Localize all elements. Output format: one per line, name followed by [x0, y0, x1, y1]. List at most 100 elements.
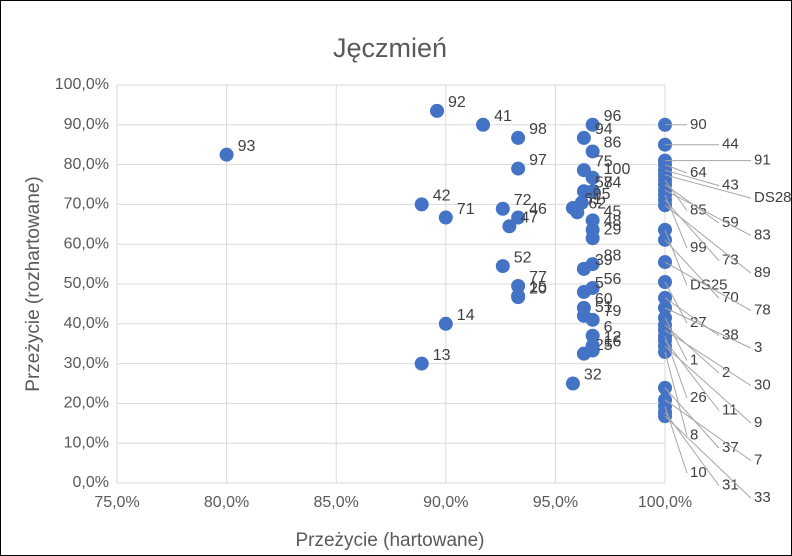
data-label: 26	[690, 389, 707, 406]
leader-line	[664, 229, 688, 286]
y-tick-label: 50,0%	[64, 275, 109, 292]
point	[576, 130, 591, 145]
data-label: 44	[722, 136, 739, 153]
data-label: 15	[529, 279, 547, 296]
data-label: 90	[690, 116, 707, 133]
data-label: 45	[604, 204, 622, 221]
data-label: 47	[520, 210, 538, 227]
point	[585, 144, 600, 159]
data-label: 62	[588, 196, 606, 213]
data-label: 71	[457, 201, 475, 218]
data-label: 100	[604, 161, 631, 178]
data-label: DS25	[690, 277, 728, 294]
data-label: 32	[584, 367, 602, 384]
data-label: 97	[529, 152, 547, 169]
point	[585, 312, 600, 327]
leader-line	[664, 335, 688, 399]
data-label: 46	[529, 201, 547, 218]
data-label: 52	[514, 249, 532, 266]
data-label: 75	[595, 153, 613, 170]
data-label: 10	[690, 464, 707, 481]
point	[476, 117, 491, 132]
y-tick-label: 90,0%	[64, 116, 109, 133]
data-label: 70	[722, 289, 739, 306]
data-label: 5	[595, 275, 604, 292]
data-label: 93	[238, 138, 256, 155]
data-label: 42	[433, 188, 451, 205]
data-label: 98	[529, 121, 547, 138]
point	[502, 219, 517, 234]
point	[495, 259, 510, 274]
leader-line	[664, 329, 752, 387]
data-label: 2	[722, 364, 730, 381]
leader-line	[664, 199, 720, 261]
data-label: 33	[754, 489, 771, 506]
point	[565, 376, 580, 391]
data-label: 30	[754, 377, 771, 394]
data-label: 99	[690, 239, 707, 256]
data-label: 48	[604, 213, 622, 230]
data-label: 73	[722, 252, 739, 269]
y-tick-label: 30,0%	[64, 355, 109, 372]
leader-line	[664, 415, 752, 499]
data-label: 74	[604, 174, 622, 191]
leader-line	[664, 317, 688, 361]
data-label: 86	[604, 135, 622, 152]
leader-line	[664, 351, 688, 436]
leader-line	[664, 164, 688, 174]
leader-line	[664, 174, 752, 199]
data-label: 95	[593, 186, 611, 203]
data-label: 77	[529, 269, 547, 286]
y-axis-title: Przeżycie (rozhartowane)	[23, 176, 44, 391]
data-label: 13	[433, 347, 451, 364]
y-tick-label: 10,0%	[64, 434, 109, 451]
data-label: 56	[604, 271, 622, 288]
leader-line	[664, 261, 752, 312]
data-label: 8	[690, 427, 698, 444]
y-tick-label: 60,0%	[64, 235, 109, 252]
x-axis-title: Przeżycie (hartowane)	[295, 530, 484, 551]
data-label: 11	[722, 402, 738, 419]
y-tick-label: 20,0%	[64, 395, 109, 412]
x-tick-label: 85,0%	[314, 494, 359, 511]
point	[570, 205, 585, 220]
x-tick-label: 100,0%	[638, 494, 692, 511]
leader-line	[664, 399, 752, 462]
leader-line	[664, 339, 720, 411]
y-tick-label: 70,0%	[64, 196, 109, 213]
data-label: 29	[604, 221, 622, 238]
data-label: 94	[595, 121, 613, 138]
data-label: 9	[754, 414, 762, 431]
y-tick-label: 80,0%	[64, 156, 109, 173]
data-label: 79	[604, 303, 622, 320]
data-label: 25	[595, 337, 613, 354]
data-label: 7	[754, 452, 762, 469]
data-label: 60	[595, 291, 613, 308]
data-label: 78	[754, 302, 771, 319]
x-tick-label: 80,0%	[204, 494, 249, 511]
point	[511, 278, 526, 293]
data-label: 83	[754, 227, 771, 244]
point	[438, 316, 453, 331]
point	[585, 231, 600, 246]
data-label: 38	[722, 327, 739, 344]
y-tick-label: 0,0%	[73, 474, 109, 491]
x-tick-label: 75,0%	[94, 494, 139, 511]
point	[495, 201, 510, 216]
data-label: 58	[595, 174, 613, 191]
leader-line	[664, 204, 752, 274]
point	[511, 290, 526, 305]
point	[438, 210, 453, 225]
point	[576, 284, 591, 299]
point	[585, 170, 600, 185]
data-label: 6	[604, 319, 613, 336]
point	[430, 103, 445, 118]
leader-line	[664, 189, 752, 237]
data-label: 31	[722, 477, 739, 494]
data-label: 64	[690, 164, 707, 181]
point	[585, 117, 600, 132]
data-label: 20	[529, 280, 547, 297]
leader-line	[664, 387, 720, 449]
